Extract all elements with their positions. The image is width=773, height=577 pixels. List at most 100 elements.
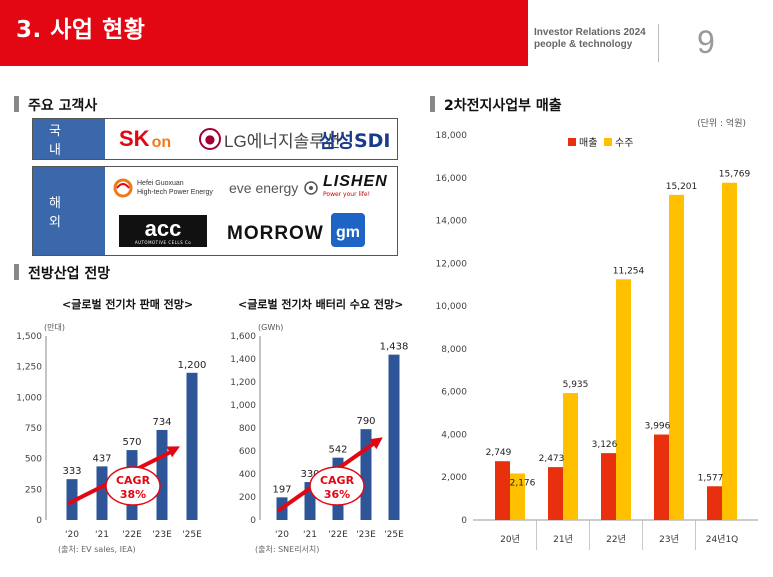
lg-mark-text: LG <box>224 131 247 151</box>
bar <box>156 429 168 520</box>
sales-value-label: 3,126 <box>592 440 618 450</box>
bar-orders <box>669 194 684 520</box>
x-tick-label: 22년 <box>606 534 626 545</box>
x-tick-label: '22E <box>122 530 142 540</box>
cagr-arrow-head <box>166 446 180 458</box>
gm-logo: gm <box>331 213 365 247</box>
y-tick-label: 1,000 <box>230 401 256 411</box>
samsung-sdi-logo: 삼성SDI <box>319 125 391 153</box>
ir-line-1: Investor Relations 2024 <box>534 27 646 38</box>
y-tick-label: 1,200 <box>230 378 256 388</box>
y-tick-label: 500 <box>25 455 42 465</box>
bar-value-label: 790 <box>356 416 375 427</box>
bar-value-label: 333 <box>62 466 81 477</box>
y-tick-label: 12,000 <box>436 259 468 269</box>
revenue-section-title: 2차전지사업부 매출 <box>430 95 562 115</box>
x-tick-label: '22E <box>328 530 348 540</box>
orders-value-label: 15,201 <box>666 182 698 192</box>
orders-value-label: 2,176 <box>510 478 536 488</box>
battery-source: (출처: SNE리서치) <box>255 545 320 554</box>
cagr-value: 38% <box>120 488 146 501</box>
skon-logo: SK on <box>119 121 171 157</box>
y-tick-label: 600 <box>239 447 256 457</box>
gotion-logo: Hefei Guoxuan High-tech Power Energy <box>113 173 213 203</box>
bar-sales <box>495 461 510 520</box>
ir-line-2: people & technology <box>534 39 633 50</box>
cagr-label: CAGR <box>320 474 355 487</box>
x-tick-label: 20년 <box>500 534 520 545</box>
bar-value-label: 197 <box>272 484 291 495</box>
lg-name-text: 에너지솔루션 <box>246 131 341 151</box>
legend-swatch-sales <box>568 138 576 146</box>
bar <box>96 466 108 520</box>
y-tick-label: 1,250 <box>16 363 42 373</box>
ev-sales-source: (출처: EV sales, IEA) <box>58 545 136 554</box>
y-tick-label: 250 <box>25 485 42 495</box>
bar <box>304 482 316 520</box>
bar-sales <box>707 486 722 520</box>
x-tick-label: '21 <box>95 530 109 540</box>
orders-value-label: 11,254 <box>613 266 645 276</box>
orders-value-label: 5,935 <box>563 380 589 390</box>
bar-value-label: 437 <box>92 453 111 464</box>
morrow-logo: MORROW <box>227 221 324 247</box>
y-tick-label: 0 <box>250 516 256 526</box>
bar-value-label: 330 <box>300 469 319 480</box>
cagr-badge <box>105 466 161 506</box>
revenue-chart: (단위 : 억원) 0 2,000 4,000 6,000 8,000 10,000 12,0… <box>436 117 758 550</box>
acc-logo: acc AUTOMOTIVE CELLS Co <box>119 215 207 247</box>
acc-text: acc <box>144 215 182 241</box>
legend-label-orders: 수주 <box>615 137 633 149</box>
y-tick-label: 1,000 <box>16 393 42 403</box>
x-tick-label: '23E <box>152 530 172 540</box>
gm-text: gm <box>336 224 360 241</box>
domestic-label: 국 내 <box>33 119 105 159</box>
bar-value-label: 542 <box>328 445 347 456</box>
x-tick-label: '20 <box>275 530 289 540</box>
x-tick-label: '20 <box>65 530 79 540</box>
x-tick-label: '25E <box>182 530 202 540</box>
lg-logo-text: LG에너지솔루션 <box>224 127 341 152</box>
header-banner <box>0 0 528 66</box>
header-divider <box>658 24 659 62</box>
legend-label-sales: 매출 <box>579 137 597 149</box>
eve-energy-text: eve energy <box>229 180 299 196</box>
orders-value-label: 15,769 <box>719 170 751 180</box>
bar <box>388 354 400 520</box>
y-tick-label: 6,000 <box>441 388 467 398</box>
y-tick-label: 800 <box>239 424 256 434</box>
page-number: 9 <box>697 24 715 60</box>
ev-sales-chart-title: <글로벌 전기차 판매 전망> <box>62 298 194 311</box>
page-title: 3. 사업 현황 <box>16 17 146 43</box>
y-tick-label: 1,600 <box>230 332 256 342</box>
skon-logo-suffix: on <box>151 134 172 151</box>
x-tick-label: '25E <box>384 530 404 540</box>
x-tick-label: '23E <box>356 530 376 540</box>
y-unit-label: (GWh) <box>258 323 283 332</box>
bar-sales <box>548 467 563 520</box>
lishen-text: LISHEN <box>323 173 388 190</box>
samsung-sdi-text: 삼성SDI <box>319 129 391 152</box>
y-tick-label: 18,000 <box>436 131 468 141</box>
morrow-text: MORROW <box>227 223 324 244</box>
bar-orders <box>563 393 578 520</box>
x-tick-label: 21년 <box>553 534 573 545</box>
sales-value-label: 2,749 <box>486 448 512 458</box>
gotion-line-2: High-tech Power Energy <box>137 189 213 196</box>
eve-energy-logo: eve energy <box>229 177 319 199</box>
bar-value-label: 570 <box>122 437 141 448</box>
bar-orders <box>616 279 631 520</box>
sales-value-label: 3,996 <box>645 422 671 432</box>
lishen-tagline: Power your life! <box>323 191 370 198</box>
cagr-label: CAGR <box>116 474 151 487</box>
y-tick-label: 2,000 <box>441 473 467 483</box>
battery-chart-title: <글로벌 전기차 배터리 수요 전망> <box>238 298 404 311</box>
y-tick-label: 1,500 <box>16 332 42 342</box>
legend-swatch-orders <box>604 138 612 146</box>
y-tick-label: 8,000 <box>441 345 467 355</box>
y-tick-label: 750 <box>25 424 42 434</box>
lishen-logo: LISHEN Power your life! <box>323 173 388 205</box>
y-tick-label: 4,000 <box>441 430 467 440</box>
cagr-value: 36% <box>324 488 350 501</box>
bar-value-label: 1,438 <box>380 342 409 353</box>
